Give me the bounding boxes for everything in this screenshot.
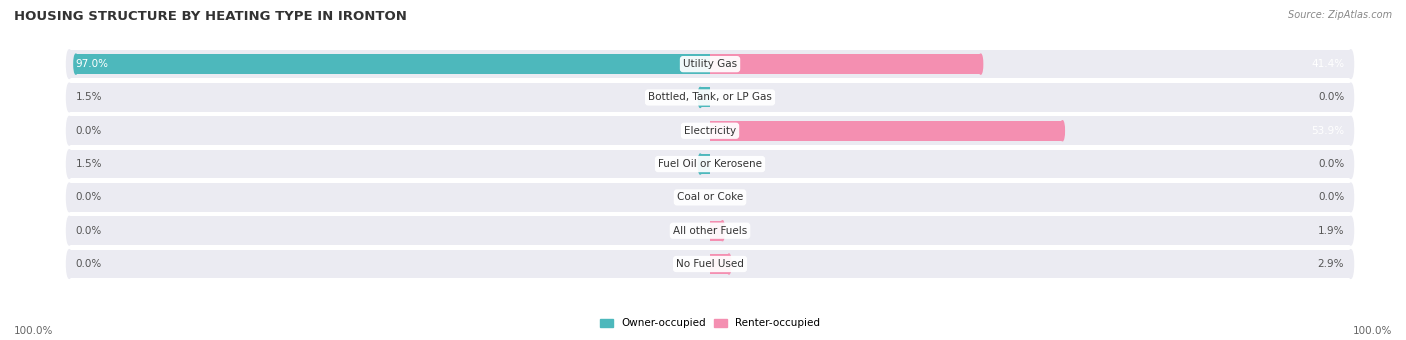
Text: Source: ZipAtlas.com: Source: ZipAtlas.com [1288,10,1392,20]
Bar [710,254,728,274]
Text: 0.0%: 0.0% [1317,192,1344,202]
Circle shape [1348,150,1354,178]
Text: 1.5%: 1.5% [76,92,103,102]
Circle shape [1348,183,1354,212]
Text: 41.4%: 41.4% [1310,59,1344,69]
Circle shape [727,254,731,274]
Circle shape [66,150,72,178]
Text: Bottled, Tank, or LP Gas: Bottled, Tank, or LP Gas [648,92,772,102]
Text: 2.9%: 2.9% [1317,259,1344,269]
Circle shape [1348,216,1354,245]
Bar [69,250,1351,278]
Text: No Fuel Used: No Fuel Used [676,259,744,269]
Text: 1.5%: 1.5% [76,159,103,169]
Circle shape [1348,50,1354,79]
Bar [700,154,710,174]
Circle shape [1348,83,1354,112]
Text: 53.9%: 53.9% [1310,126,1344,136]
Text: 0.0%: 0.0% [1317,92,1344,102]
Text: 0.0%: 0.0% [76,192,103,202]
Bar [69,83,1351,112]
Circle shape [1348,116,1354,145]
Text: Coal or Coke: Coal or Coke [676,192,744,202]
Circle shape [1060,121,1064,141]
Circle shape [699,87,702,107]
Text: HOUSING STRUCTURE BY HEATING TYPE IN IRONTON: HOUSING STRUCTURE BY HEATING TYPE IN IRO… [14,10,406,23]
Text: 100.0%: 100.0% [14,326,53,336]
Text: Electricity: Electricity [683,126,737,136]
Circle shape [66,116,72,145]
Text: 0.0%: 0.0% [76,259,103,269]
Circle shape [66,250,72,278]
Circle shape [1348,250,1354,278]
Bar [76,54,710,74]
Text: Utility Gas: Utility Gas [683,59,737,69]
Bar [710,221,723,241]
Text: 0.0%: 0.0% [76,226,103,236]
Bar [710,54,981,74]
Circle shape [75,54,77,74]
Text: Fuel Oil or Kerosene: Fuel Oil or Kerosene [658,159,762,169]
Circle shape [66,216,72,245]
Bar [69,50,1351,79]
Bar [700,87,710,107]
Circle shape [66,183,72,212]
Circle shape [720,221,724,241]
Circle shape [66,50,72,79]
Bar [69,150,1351,178]
Text: 0.0%: 0.0% [1317,159,1344,169]
Text: 97.0%: 97.0% [76,59,108,69]
Bar [69,116,1351,145]
Circle shape [699,154,702,174]
Text: All other Fuels: All other Fuels [673,226,747,236]
Bar [69,183,1351,212]
Text: 1.9%: 1.9% [1317,226,1344,236]
Text: 100.0%: 100.0% [1353,326,1392,336]
Circle shape [979,54,983,74]
Bar [69,216,1351,245]
Text: 0.0%: 0.0% [76,126,103,136]
Circle shape [66,83,72,112]
Bar [710,121,1063,141]
Legend: Owner-occupied, Renter-occupied: Owner-occupied, Renter-occupied [600,319,820,328]
